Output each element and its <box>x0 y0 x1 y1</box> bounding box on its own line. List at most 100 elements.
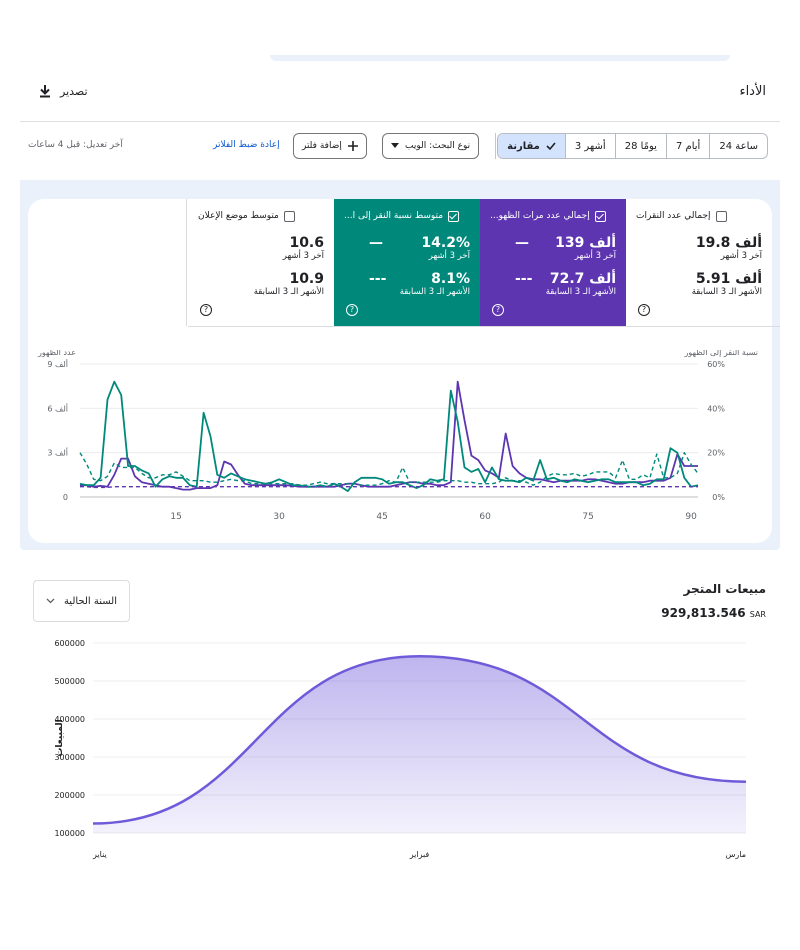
metric-previous-period: الأشهر الـ 3 السابقة <box>253 287 324 297</box>
metric-previous: 8.1% <box>431 271 470 287</box>
series-line-2 <box>80 485 698 489</box>
last-edit-text: آخر تعديل: قبل 4 ساعات <box>28 140 123 150</box>
search-type-dropdown[interactable]: نوع البحث: الويب <box>382 133 480 159</box>
top-strip <box>270 55 730 61</box>
metric-previous-period: الأشهر الـ 3 السابقة <box>545 287 616 297</box>
left-tick-label: 6 ألف <box>47 403 68 413</box>
x-category-label: مارس <box>726 850 746 859</box>
toolbar-separator <box>495 133 496 159</box>
add-filter-label: إضافة فلتر <box>302 141 342 151</box>
header-divider <box>20 121 780 122</box>
y-tick-label: 200000 <box>54 791 85 800</box>
check-icon <box>546 142 556 151</box>
sales-line <box>92 655 747 825</box>
x-category-label: فبراير <box>409 850 430 859</box>
date-range-selector[interactable]: مقارنة 3 أشهر 28 يومًا 7 أيام 24 ساعة <box>497 133 768 159</box>
x-tick-label: 60 <box>479 512 491 522</box>
x-tick-label: 15 <box>170 512 181 522</box>
sales-total-value: 929,813.546 <box>661 606 746 620</box>
metric-card-clicks[interactable]: إجمالي عدد النقرات 19.8 ألف آخر 3 أشهر 5.… <box>626 199 772 326</box>
y-axis-label: المبيعات <box>55 719 65 756</box>
help-icon[interactable]: ? <box>346 304 358 316</box>
y-tick-label: 400000 <box>54 715 85 724</box>
metric-current-period: آخر 3 أشهر <box>282 251 324 261</box>
metric-name: إجمالي عدد مرات الظهو... <box>490 211 590 221</box>
reset-filters-link[interactable]: إعادة ضبط الفلاتر <box>213 140 280 150</box>
metric-current: 19.8 ألف <box>695 235 762 251</box>
metric-current: 139 ألف <box>555 235 616 251</box>
metric-previous: 10.9 <box>289 271 324 287</box>
metric-current-period: آخر 3 أشهر <box>574 251 616 261</box>
period-select[interactable]: السنة الحالية <box>33 580 130 622</box>
metric-card-position[interactable]: متوسط موضع الإعلان 10.6 آخر 3 أشهر 10.9 ال… <box>188 199 334 326</box>
trend-dash: --- <box>369 271 387 287</box>
compare-label: مقارنة <box>507 140 540 152</box>
range-7-days[interactable]: 7 أيام <box>665 134 709 158</box>
download-icon <box>40 85 50 98</box>
range-3-months[interactable]: 3 أشهر <box>564 134 615 158</box>
search-type-label: نوع البحث: الويب <box>405 141 471 151</box>
chevron-down-icon <box>46 598 55 604</box>
x-tick-label: 30 <box>273 512 285 522</box>
metric-name: متوسط نسبة النقر إلى ا... <box>344 211 444 221</box>
trend-dash: — <box>515 235 529 251</box>
left-tick-label: 0 <box>63 493 68 502</box>
x-tick-label: 45 <box>376 512 387 522</box>
compare-toggle[interactable]: مقارنة <box>498 134 565 158</box>
caret-down-icon <box>391 143 399 148</box>
performance-panel: الأداء تصدير مقارنة 3 أشهر 28 يومًا 7 أي… <box>20 55 780 550</box>
help-icon[interactable]: ? <box>492 304 504 316</box>
checkbox-impressions[interactable] <box>594 210 606 222</box>
right-tick-label: 20% <box>707 449 725 458</box>
checkbox-clicks[interactable] <box>715 210 727 222</box>
performance-header: الأداء تصدير مقارنة 3 أشهر 28 يومًا 7 أي… <box>20 55 780 180</box>
metric-previous: 72.7 ألف <box>549 271 616 287</box>
metric-previous-period: الأشهر الـ 3 السابقة <box>691 287 762 297</box>
metric-previous: 5.91 ألف <box>695 271 762 287</box>
plus-icon <box>347 141 358 151</box>
help-icon[interactable]: ? <box>200 304 212 316</box>
checkbox-position[interactable] <box>283 210 295 222</box>
range-24-hours[interactable]: 24 ساعة <box>709 134 767 158</box>
metric-card-impressions[interactable]: إجمالي عدد مرات الظهو... — 139 ألف آخر 3 أ… <box>480 199 626 326</box>
x-tick-label: 75 <box>582 512 593 522</box>
metric-name: إجمالي عدد النقرات <box>636 211 711 221</box>
series-line-3 <box>79 451 699 486</box>
period-select-label: السنة الحالية <box>63 595 117 607</box>
metric-card-ctr[interactable]: متوسط نسبة النقر إلى ا... — 14.2% آخر 3 أش… <box>334 199 480 326</box>
series-line-1 <box>79 380 699 493</box>
x-category-label: يناير <box>92 850 107 859</box>
y-tick-label: 600000 <box>54 639 85 648</box>
metric-current: 14.2% <box>421 235 470 251</box>
metric-current: 10.6 <box>289 235 324 251</box>
y-tick-label: 500000 <box>54 677 85 686</box>
sales-currency: SAR <box>749 610 766 619</box>
sales-area-chart: المبيعات 600000 500000 400000 300000 200000 10… <box>54 639 747 859</box>
range-28-days[interactable]: 28 يومًا <box>614 134 666 158</box>
export-button[interactable]: تصدير <box>38 84 88 98</box>
series-line-0 <box>80 380 698 491</box>
help-icon[interactable]: ? <box>638 304 650 316</box>
x-tick-label: 90 <box>685 512 697 522</box>
left-axis-label: عدد الظهور <box>37 350 76 357</box>
sales-title: مبيعات المتجر <box>683 582 766 596</box>
y-tick-label: 300000 <box>54 753 85 762</box>
right-tick-label: 0% <box>712 493 725 502</box>
sales-area-fill <box>93 656 746 833</box>
trend-dash: --- <box>515 271 533 287</box>
left-tick-label: 9 ألف <box>47 359 68 369</box>
right-axis-label: نسبة النقر إلى الظهور <box>684 350 758 358</box>
metric-current-period: آخر 3 أشهر <box>720 251 762 261</box>
checkbox-ctr[interactable] <box>448 210 460 222</box>
metric-current-period: آخر 3 أشهر <box>428 251 470 261</box>
performance-title: الأداء <box>739 84 766 99</box>
metric-name: متوسط موضع الإعلان <box>198 211 279 221</box>
export-label: تصدير <box>60 84 88 98</box>
y-tick-label: 100000 <box>54 829 85 838</box>
sales-total: 929,813.546 SAR <box>661 606 766 620</box>
performance-line-chart: عدد الظهور نسبة النقر إلى الظهور 9 ألف 60% 6… <box>37 350 758 522</box>
trend-dash: — <box>369 235 383 251</box>
right-tick-label: 60% <box>707 360 725 369</box>
cards-left-border <box>186 199 187 326</box>
add-filter-button[interactable]: إضافة فلتر <box>293 133 367 159</box>
